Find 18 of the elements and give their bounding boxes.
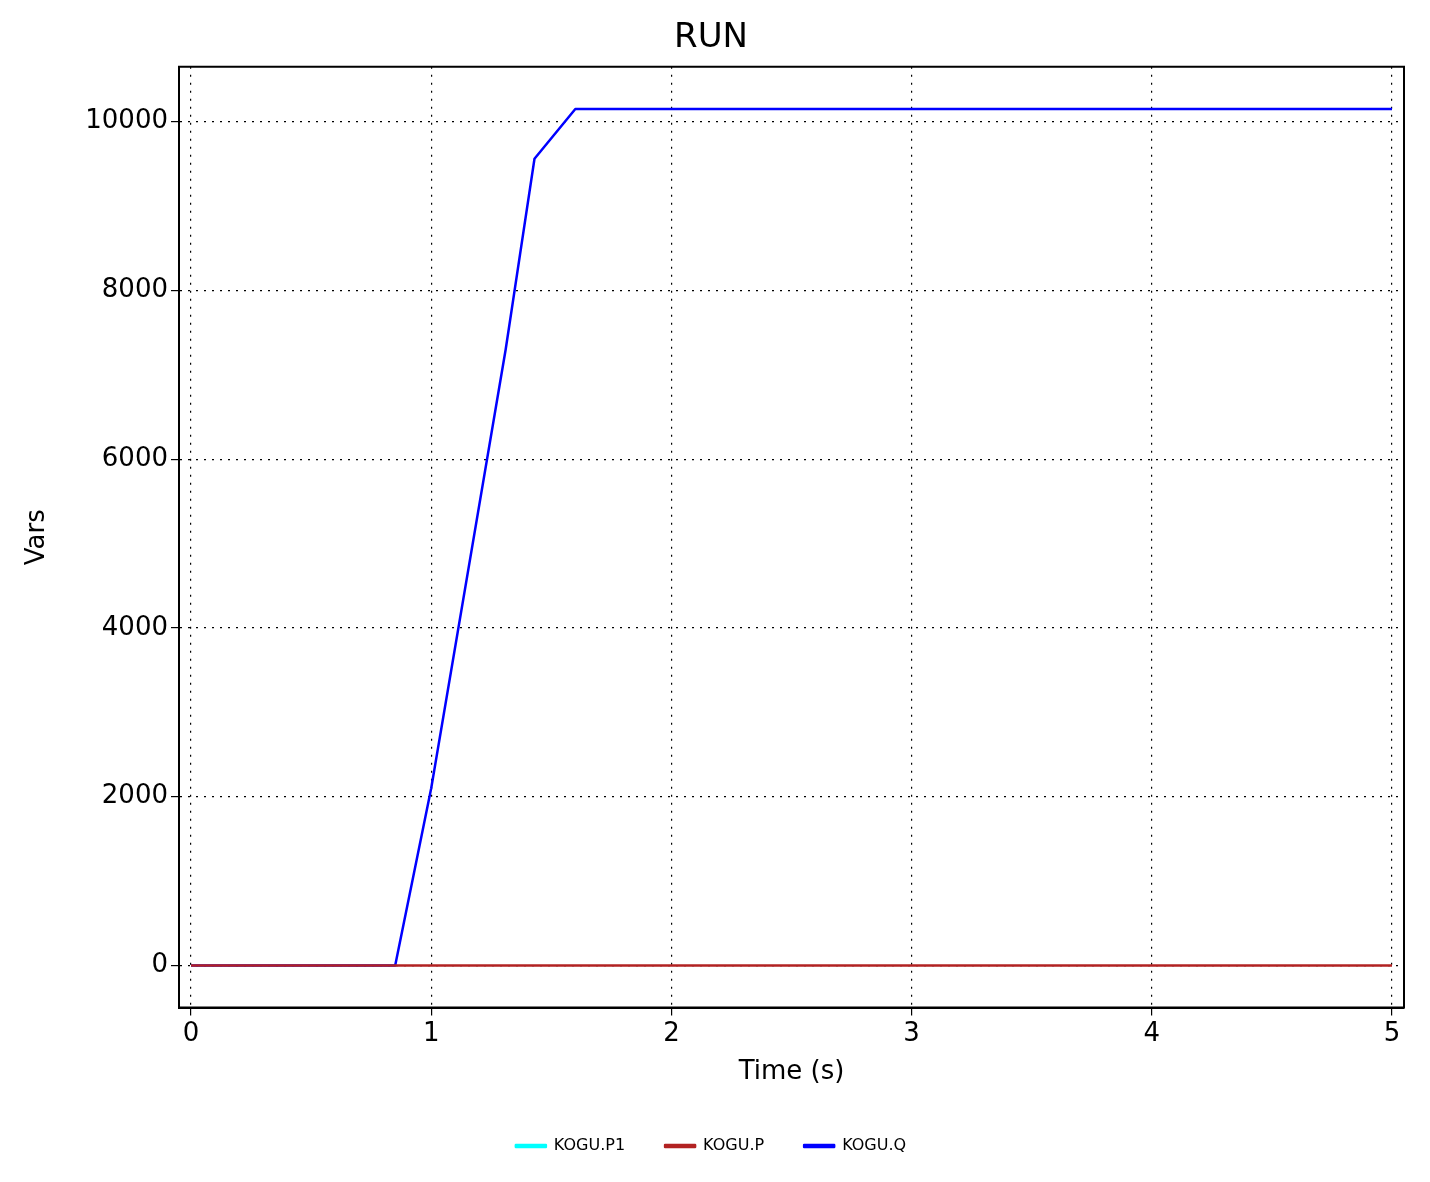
y-tick-label: 10000 (85, 104, 168, 135)
legend-label: KOGU.P (703, 1135, 765, 1155)
y-axis-title: Vars (20, 509, 51, 566)
x-tick-label: 2 (663, 1016, 680, 1047)
y-tick-label: 8000 (101, 273, 168, 304)
legend-label: KOGU.Q (842, 1135, 907, 1155)
y-tick-label: 0 (151, 948, 168, 979)
y-tick-label: 6000 (101, 441, 168, 472)
x-tick-label: 3 (903, 1016, 920, 1047)
y-tick-label: 2000 (101, 779, 168, 810)
x-tick-label: 0 (182, 1016, 200, 1047)
chart-title: RUN (674, 15, 748, 56)
y-tick-label: 4000 (101, 610, 168, 641)
x-tick-label: 5 (1383, 1016, 1401, 1047)
x-axis-title: Time (s) (737, 1055, 845, 1086)
x-tick-label: 4 (1143, 1016, 1161, 1047)
x-tick-label: 1 (422, 1016, 440, 1047)
legend-label: KOGU.P1 (553, 1135, 626, 1155)
